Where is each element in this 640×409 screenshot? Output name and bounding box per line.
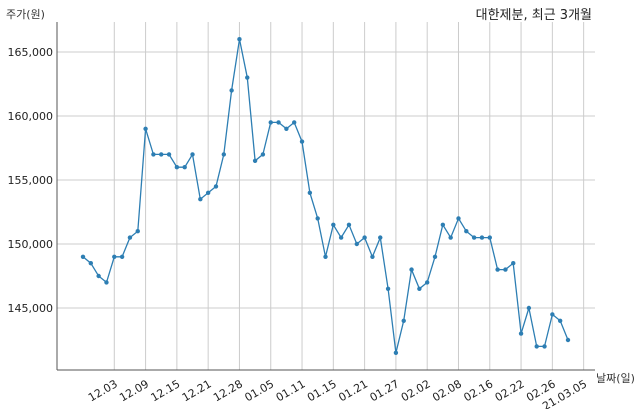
data-point <box>534 344 539 349</box>
data-point <box>88 261 94 266</box>
data-point <box>456 216 461 221</box>
y-tick-label: 150,000 <box>8 238 54 251</box>
data-point <box>346 222 352 227</box>
x-tick-label: 01.27 <box>368 377 402 404</box>
data-point <box>221 152 227 157</box>
data-point <box>518 331 524 336</box>
x-tick-label: 12.21 <box>180 377 214 404</box>
data-point <box>424 280 430 285</box>
data-point <box>362 235 367 240</box>
data-point <box>299 139 305 144</box>
data-point <box>495 267 500 272</box>
x-tick-label: 12.28 <box>211 377 245 404</box>
data-point <box>409 267 414 272</box>
data-point <box>166 152 172 157</box>
x-tick-label: 02.22 <box>493 377 527 404</box>
data-point <box>542 344 547 349</box>
data-point <box>104 280 109 285</box>
data-point <box>378 235 383 240</box>
data-point <box>213 184 219 189</box>
data-point <box>471 235 477 240</box>
data-point <box>112 254 117 259</box>
data-point <box>252 158 258 163</box>
data-point <box>237 37 242 42</box>
data-point <box>229 88 234 93</box>
data-point <box>526 305 532 311</box>
y-axis-title: 주가(원) <box>6 8 45 21</box>
data-point <box>323 254 328 259</box>
data-point <box>448 235 453 240</box>
data-point <box>417 286 422 291</box>
x-tick-label: 02.16 <box>461 377 495 404</box>
data-point <box>284 126 289 131</box>
data-point <box>96 273 101 279</box>
y-tick-label: 160,000 <box>8 110 54 123</box>
data-point <box>268 120 273 125</box>
data-point <box>370 254 375 259</box>
data-point <box>487 235 492 240</box>
data-point <box>205 190 211 195</box>
data-point <box>119 254 125 259</box>
data-point <box>174 165 180 170</box>
data-point <box>511 261 516 266</box>
data-point <box>464 229 469 234</box>
data-point <box>245 75 250 80</box>
data-point <box>557 318 563 323</box>
data-point <box>127 235 133 240</box>
y-tick-label: 145,000 <box>8 302 54 315</box>
y-tick-label: 165,000 <box>8 46 54 59</box>
data-point <box>292 120 297 125</box>
data-point <box>550 312 555 317</box>
chart-title: 대한제분, 최근 3개월 <box>475 8 592 23</box>
data-point <box>432 254 438 259</box>
x-tick-label: 01.21 <box>336 377 370 404</box>
data-point <box>159 152 164 157</box>
x-tick-label: 12.09 <box>117 377 151 404</box>
x-tick-label: 02.08 <box>430 377 464 404</box>
x-tick-label: 12.15 <box>149 377 183 404</box>
data-point <box>315 216 320 221</box>
data-point <box>385 286 391 291</box>
x-tick-label: 01.11 <box>274 377 308 404</box>
data-point <box>440 222 446 227</box>
data-point <box>479 235 485 240</box>
data-point <box>354 241 359 247</box>
y-tick-label: 155,000 <box>8 174 54 187</box>
x-axis-title: 날짜(일) <box>596 372 635 385</box>
x-tick-label: 01.15 <box>305 377 339 404</box>
data-point <box>307 190 313 195</box>
data-point <box>143 126 148 131</box>
data-point <box>401 318 406 323</box>
data-point <box>190 152 195 157</box>
x-tick-label: 12.03 <box>86 377 120 404</box>
x-tick-label: 02.02 <box>399 377 433 404</box>
data-point <box>503 267 508 272</box>
series-line <box>82 39 569 353</box>
data-point <box>80 254 86 259</box>
data-point <box>565 337 571 343</box>
data-point <box>260 152 266 157</box>
data-point <box>135 229 140 234</box>
data-point <box>198 197 203 202</box>
data-point <box>393 350 399 355</box>
data-point <box>182 165 187 170</box>
data-point <box>151 152 156 157</box>
x-tick-label: 01.05 <box>242 377 276 404</box>
data-point <box>276 120 281 125</box>
data-point <box>338 235 344 240</box>
data-point <box>331 222 336 227</box>
